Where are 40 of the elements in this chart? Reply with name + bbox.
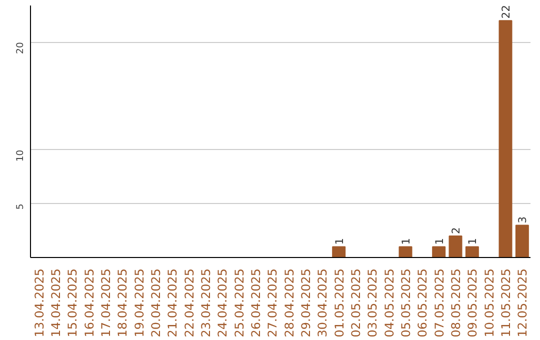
data-label: 1 [466,238,480,245]
data-label: 1 [432,238,446,245]
x-tick-label: 29.04.2025 [299,268,313,338]
x-tick-label: 20.04.2025 [149,268,163,338]
x-tick-label: 28.04.2025 [282,268,296,338]
x-tick-label: 22.04.2025 [182,268,196,338]
x-tick-label: 21.04.2025 [166,268,180,338]
y-tick-label: 10 [15,150,26,162]
x-tick-label: 04.05.2025 [382,268,396,338]
y-tick-label: 5 [15,204,26,210]
x-tick-label: 13.04.2025 [32,268,46,338]
x-tick-label: 23.04.2025 [199,268,213,338]
x-tick-label: 01.05.2025 [332,268,346,338]
x-tick-label: 05.05.2025 [399,268,413,338]
x-tick-label: 17.04.2025 [99,268,113,338]
x-tick-label: 06.05.2025 [416,268,430,338]
data-label: 2 [450,227,462,234]
x-tick-label: 07.05.2025 [432,268,446,338]
x-tick-label: 24.04.2025 [216,268,230,338]
x-tick-label: 15.04.2025 [66,268,80,338]
x-tick-label: 09.05.2025 [466,268,480,338]
data-label: 3 [516,216,530,224]
x-tick-label: 12.05.2025 [516,268,530,338]
x-tick-label: 30.04.2025 [316,268,330,338]
x-tick-label: 19.04.2025 [132,268,146,338]
data-label: 1 [332,238,346,245]
x-tick-label: 08.05.2025 [449,268,463,338]
data-label: 22 [500,5,512,19]
y-tick-label: 20 [15,42,26,54]
x-tick-label: 03.05.2025 [366,268,380,338]
x-tick-label: 18.04.2025 [116,268,130,338]
x-tick-label: 02.05.2025 [349,268,363,338]
x-tick-label: 16.04.2025 [82,268,96,338]
x-tick-label: 11.05.2025 [499,268,513,338]
x-tick-label: 14.04.2025 [49,268,63,338]
x-tick-label: 27.04.2025 [266,268,280,338]
data-label: 1 [400,238,412,245]
x-tick-label: 10.05.2025 [482,268,496,338]
x-tick-label: 25.04.2025 [232,268,246,338]
x-tick-label: 26.04.2025 [249,268,263,338]
